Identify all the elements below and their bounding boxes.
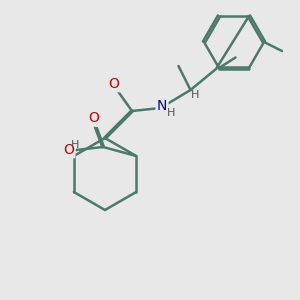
Text: H: H: [191, 89, 199, 100]
Text: O: O: [89, 112, 100, 125]
Text: O: O: [63, 143, 74, 157]
Text: O: O: [109, 77, 119, 91]
Text: N: N: [157, 100, 167, 113]
Text: H: H: [70, 140, 79, 151]
Text: H: H: [167, 107, 175, 118]
